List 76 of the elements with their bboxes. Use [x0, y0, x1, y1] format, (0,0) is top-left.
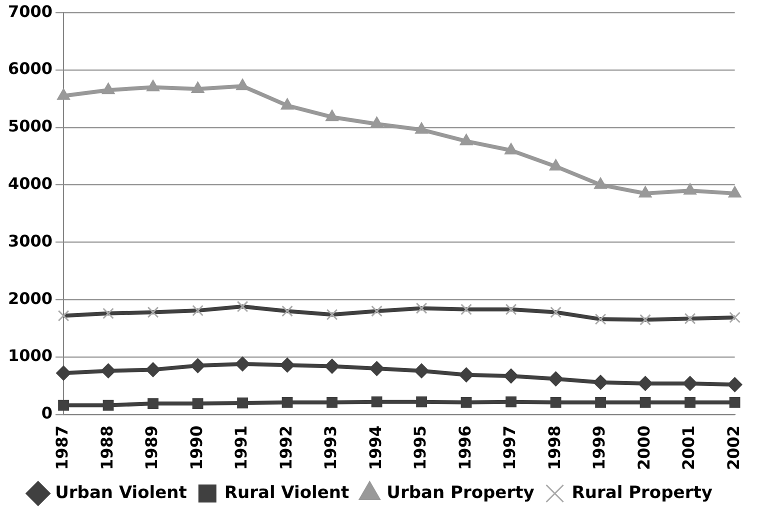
x-tick-label: 1992: [276, 425, 296, 470]
x-tick-label: 1988: [97, 425, 116, 470]
legend-label: Urban Violent: [55, 482, 187, 503]
point: [280, 358, 295, 373]
point: [236, 78, 250, 90]
y-tick-label: 4000: [8, 174, 53, 193]
point: [416, 396, 427, 408]
x-tick-label: 1991: [232, 425, 251, 470]
point: [102, 82, 115, 94]
point: [56, 366, 72, 381]
point: [550, 396, 562, 408]
point: [56, 88, 70, 100]
point: [190, 358, 206, 374]
y-tick-label: 2000: [8, 288, 53, 308]
point: [638, 186, 652, 198]
point: [506, 396, 516, 408]
point: [458, 367, 474, 382]
point: [727, 377, 742, 392]
x-tick-label: 1999: [590, 425, 609, 470]
y-tick-label: 6000: [8, 59, 53, 78]
point: [369, 361, 384, 376]
point: [324, 358, 340, 374]
point: [235, 356, 250, 372]
y-tick-label: 1000: [8, 346, 53, 366]
point: [146, 80, 160, 92]
point: [504, 368, 519, 384]
y-tick-label: 0: [41, 404, 53, 423]
legend-label: Urban Property: [386, 482, 534, 503]
point: [683, 183, 697, 195]
point: [58, 400, 69, 411]
point: [548, 371, 564, 386]
legend-label: Rural Property: [572, 482, 712, 503]
x-tick-label: 1998: [544, 425, 564, 470]
point: [729, 396, 740, 408]
point: [237, 398, 248, 408]
x-tick-label: 1994: [366, 425, 385, 470]
x-tick-label: 1995: [410, 425, 430, 470]
point: [192, 398, 204, 410]
point: [414, 122, 428, 134]
x-tick-label: 2001: [679, 425, 698, 470]
point: [280, 98, 294, 110]
point: [191, 81, 204, 93]
x-tick-label: 1987: [52, 425, 72, 470]
point: [370, 116, 384, 128]
point: [504, 142, 518, 154]
x-tick-label: 1997: [500, 425, 520, 470]
point: [102, 400, 114, 411]
x-tick-label: 1996: [455, 425, 474, 470]
point: [326, 396, 338, 408]
point: [460, 134, 473, 146]
point: [414, 363, 430, 378]
x-tick-label: 1989: [142, 425, 162, 470]
point: [594, 177, 608, 189]
x-tick-label: 1990: [186, 425, 206, 470]
point: [682, 376, 698, 391]
legend-label: Rural Violent: [224, 482, 350, 503]
point: [148, 398, 158, 410]
point: [593, 374, 608, 390]
point: [371, 396, 382, 408]
point: [640, 396, 651, 408]
point: [282, 396, 293, 408]
x-tick-label: 2000: [634, 425, 654, 470]
point: [728, 186, 742, 198]
x-tick-label: 2002: [724, 425, 743, 470]
y-tick-label: 5000: [8, 116, 53, 136]
point: [549, 158, 562, 170]
y-tick-label: 7000: [8, 2, 53, 21]
point: [684, 396, 696, 408]
point: [460, 396, 472, 408]
x-tick-label: 1993: [321, 425, 340, 470]
point: [595, 396, 606, 408]
point: [100, 363, 116, 378]
point: [146, 362, 161, 378]
y-tick-label: 3000: [8, 231, 53, 250]
point: [638, 376, 653, 391]
point: [325, 110, 339, 122]
